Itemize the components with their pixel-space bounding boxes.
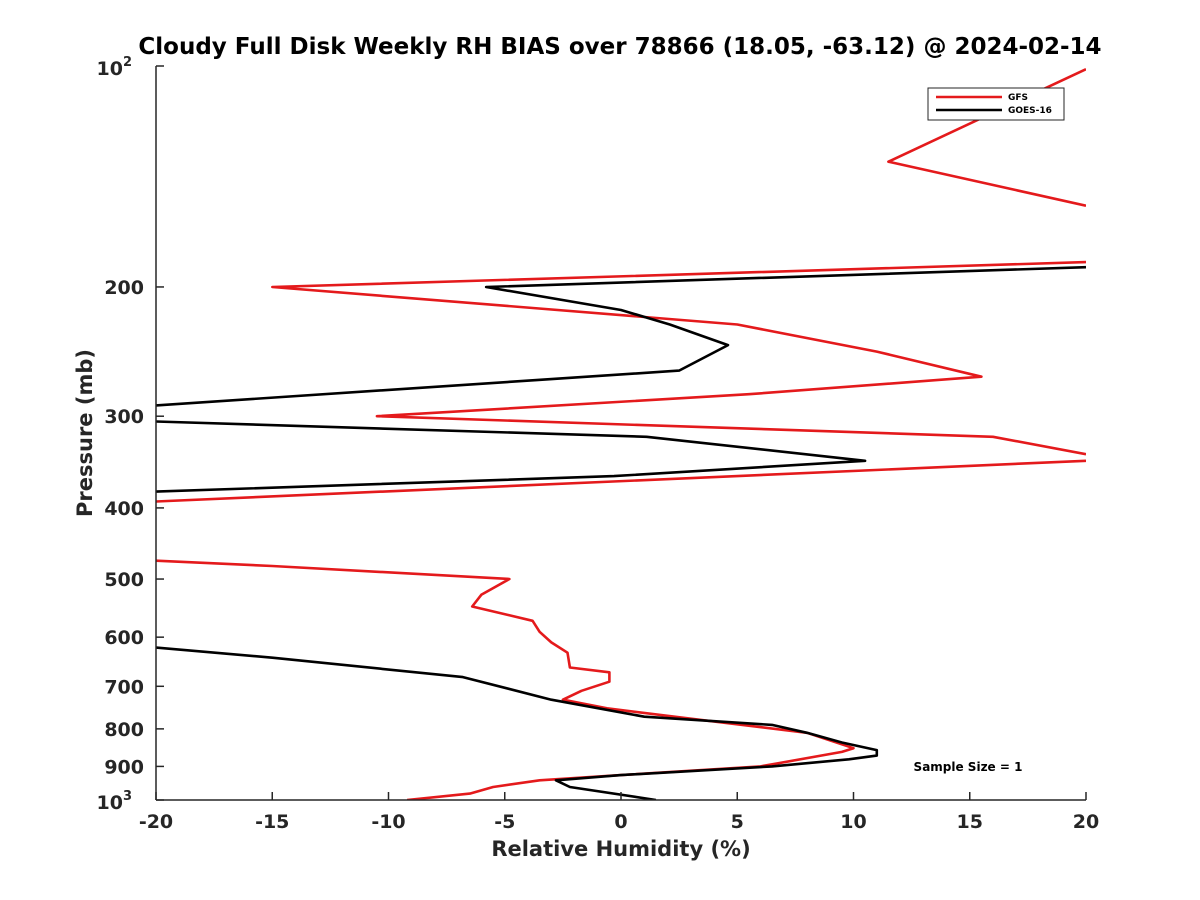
x-tick-label: -15 (255, 811, 289, 833)
x-axis-label: Relative Humidity (%) (491, 837, 750, 861)
legend: GFS GOES-16 (927, 87, 1065, 121)
series-line-goes16-0 (156, 265, 1086, 407)
x-tick-label: -10 (371, 811, 405, 833)
series-layer (156, 68, 1086, 800)
series-line-gfs-1 (270, 260, 1086, 456)
y-tick-label: 900 (104, 756, 144, 778)
series-line-goes16-1 (156, 420, 867, 493)
x-tick-label: 0 (614, 811, 627, 833)
series-line-gfs-2 (156, 459, 1086, 503)
legend-box (927, 87, 1065, 121)
x-ticks: -20 -15 -10 -5 0 5 10 15 20 (139, 792, 1099, 833)
series-line-goes16-2 (156, 646, 879, 800)
x-tick-label: 10 (840, 811, 866, 833)
y-tick-label: 700 (104, 676, 144, 698)
y-tick-label: 800 (104, 719, 144, 741)
y-axis-label: Pressure (mb) (73, 349, 97, 517)
x-tick-label: -20 (139, 811, 173, 833)
y-tick-label: 200 (104, 277, 144, 299)
x-tick-label: 15 (957, 811, 983, 833)
legend-label-goes16: GOES-16 (1008, 106, 1052, 116)
legend-label-gfs: GFS (1008, 93, 1028, 103)
chart-title: Cloudy Full Disk Weekly RH BIAS over 788… (138, 34, 1101, 60)
y-tick-label: 400 (104, 498, 144, 520)
x-tick-label: 20 (1073, 811, 1099, 833)
y-tick-label: 600 (104, 627, 144, 649)
y-tick-label: 500 (104, 569, 144, 591)
x-tick-label: 5 (731, 811, 744, 833)
sample-size-annotation: Sample Size = 1 (914, 760, 1023, 774)
y-tick-label: 300 (104, 406, 144, 428)
x-tick-label: -5 (494, 811, 515, 833)
